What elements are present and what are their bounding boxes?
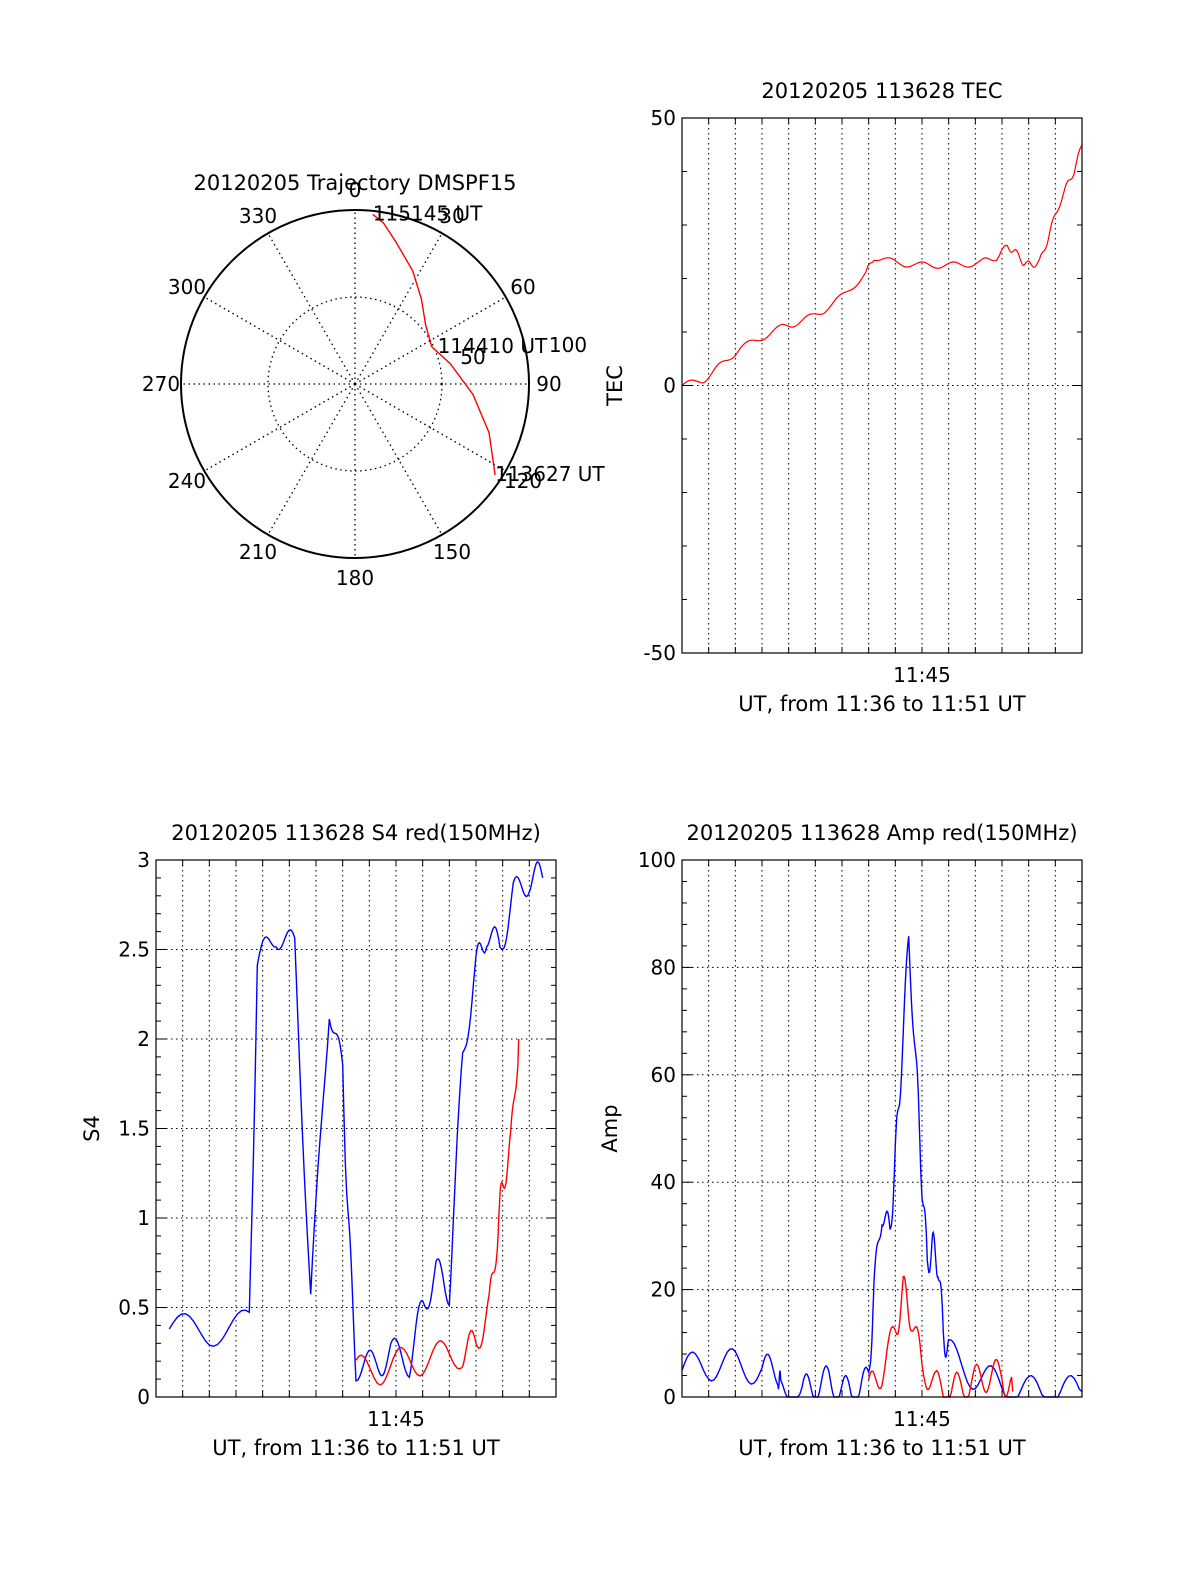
- polar-spoke: [354, 383, 443, 536]
- chart-title: 20120205 113628 S4 red(150MHz): [171, 821, 541, 845]
- series-line: [168, 861, 544, 1382]
- x-tick-label: 11:45: [893, 1407, 951, 1431]
- polar-spoke: [267, 383, 356, 536]
- chart-title: 20120205 113628 TEC: [761, 79, 1002, 103]
- trajectory-line: [372, 213, 496, 476]
- radial-label: 50: [460, 345, 485, 369]
- y-tick-label: 0: [663, 1385, 676, 1409]
- chart-panel: 0 0.5 1 1.5 2 2.5 3 11:45 20120205 113628 S4 red…: [80, 821, 557, 1460]
- plot-frame: [681, 859, 1083, 1398]
- azimuth-label: 210: [239, 540, 277, 564]
- polar-inner-ring: [267, 296, 443, 472]
- y-tick-label: 80: [651, 955, 676, 979]
- series-line: [355, 1038, 520, 1386]
- azimuth-label: 150: [433, 540, 471, 564]
- y-tick-label: 2: [137, 1027, 150, 1051]
- x-axis-label: UT, from 11:36 to 11:51 UT: [738, 692, 1026, 716]
- x-axis-label: UT, from 11:36 to 11:51 UT: [738, 1436, 1026, 1460]
- y-axis-label: S4: [80, 1115, 104, 1142]
- y-tick-label: 3: [137, 848, 150, 872]
- y-tick-label: 1.5: [118, 1117, 150, 1141]
- polar-spoke: [203, 296, 356, 385]
- chart-title: 20120205 113628 Amp red(150MHz): [686, 821, 1077, 845]
- azimuth-label: 90: [536, 372, 561, 396]
- y-tick-label: 0: [663, 374, 676, 398]
- polar-spoke: [203, 383, 356, 472]
- radial-label: 100: [549, 333, 587, 357]
- y-tick-label: -50: [643, 641, 676, 665]
- polar-spoke: [267, 232, 356, 385]
- azimuth-label: 240: [168, 469, 206, 493]
- y-tick-label: 40: [651, 1170, 676, 1194]
- azimuth-label: 60: [510, 275, 535, 299]
- trajectory-time-label: 115145 UT: [373, 201, 483, 225]
- x-tick-label: 11:45: [893, 663, 951, 687]
- x-axis-label: UT, from 11:36 to 11:51 UT: [212, 1436, 500, 1460]
- y-tick-label: 0.5: [118, 1296, 150, 1320]
- azimuth-label: 120: [504, 469, 542, 493]
- y-tick-label: 50: [651, 106, 676, 130]
- azimuth-label: 270: [142, 372, 180, 396]
- polar-spoke: [354, 232, 443, 385]
- polar-spoke: [354, 296, 507, 385]
- trajectory-time-label: 114410 UT: [438, 334, 548, 358]
- polar-title: 20120205 Trajectory DMSPF15: [193, 171, 516, 195]
- azimuth-label: 180: [336, 566, 374, 590]
- series-line: [681, 144, 1083, 386]
- y-tick-label: 0: [137, 1385, 150, 1409]
- y-tick-label: 20: [651, 1278, 676, 1302]
- polar-outer-ring: [180, 209, 530, 559]
- azimuth-label: 0: [349, 178, 362, 202]
- azimuth-label: 300: [168, 275, 206, 299]
- polar-spoke: [354, 383, 507, 472]
- trajectory-time-label: 113627 UT: [495, 462, 605, 486]
- y-tick-label: 2.5: [118, 938, 150, 962]
- chart-panel: 0 20 40 60 80 100 11:45 20120205 113628 Amp red…: [598, 821, 1083, 1460]
- series-line: [868, 1275, 1014, 1398]
- x-tick-label: 11:45: [367, 1407, 425, 1431]
- y-axis-label: Amp: [598, 1104, 622, 1152]
- y-tick-label: 100: [638, 848, 676, 872]
- chart-panel: -50 0 50 11:45 20120205 113628 TEC UT, from 1…: [603, 79, 1083, 716]
- y-tick-label: 60: [651, 1063, 676, 1087]
- y-axis-label: TEC: [603, 365, 627, 407]
- y-tick-label: 1: [137, 1206, 150, 1230]
- series-line: [681, 936, 1083, 1398]
- azimuth-label: 330: [239, 204, 277, 228]
- azimuth-label: 30: [439, 204, 464, 228]
